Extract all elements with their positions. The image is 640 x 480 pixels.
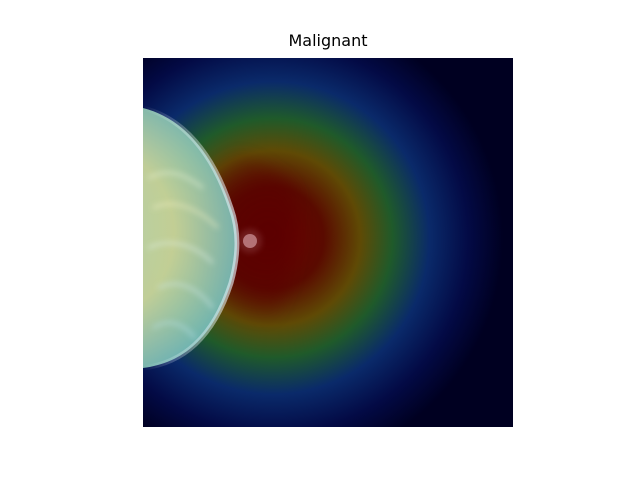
mammogram-heatmap-image xyxy=(143,58,513,427)
image-title: Malignant xyxy=(288,31,368,50)
tissue-texture xyxy=(147,171,220,339)
tissue-boundary xyxy=(143,105,240,371)
